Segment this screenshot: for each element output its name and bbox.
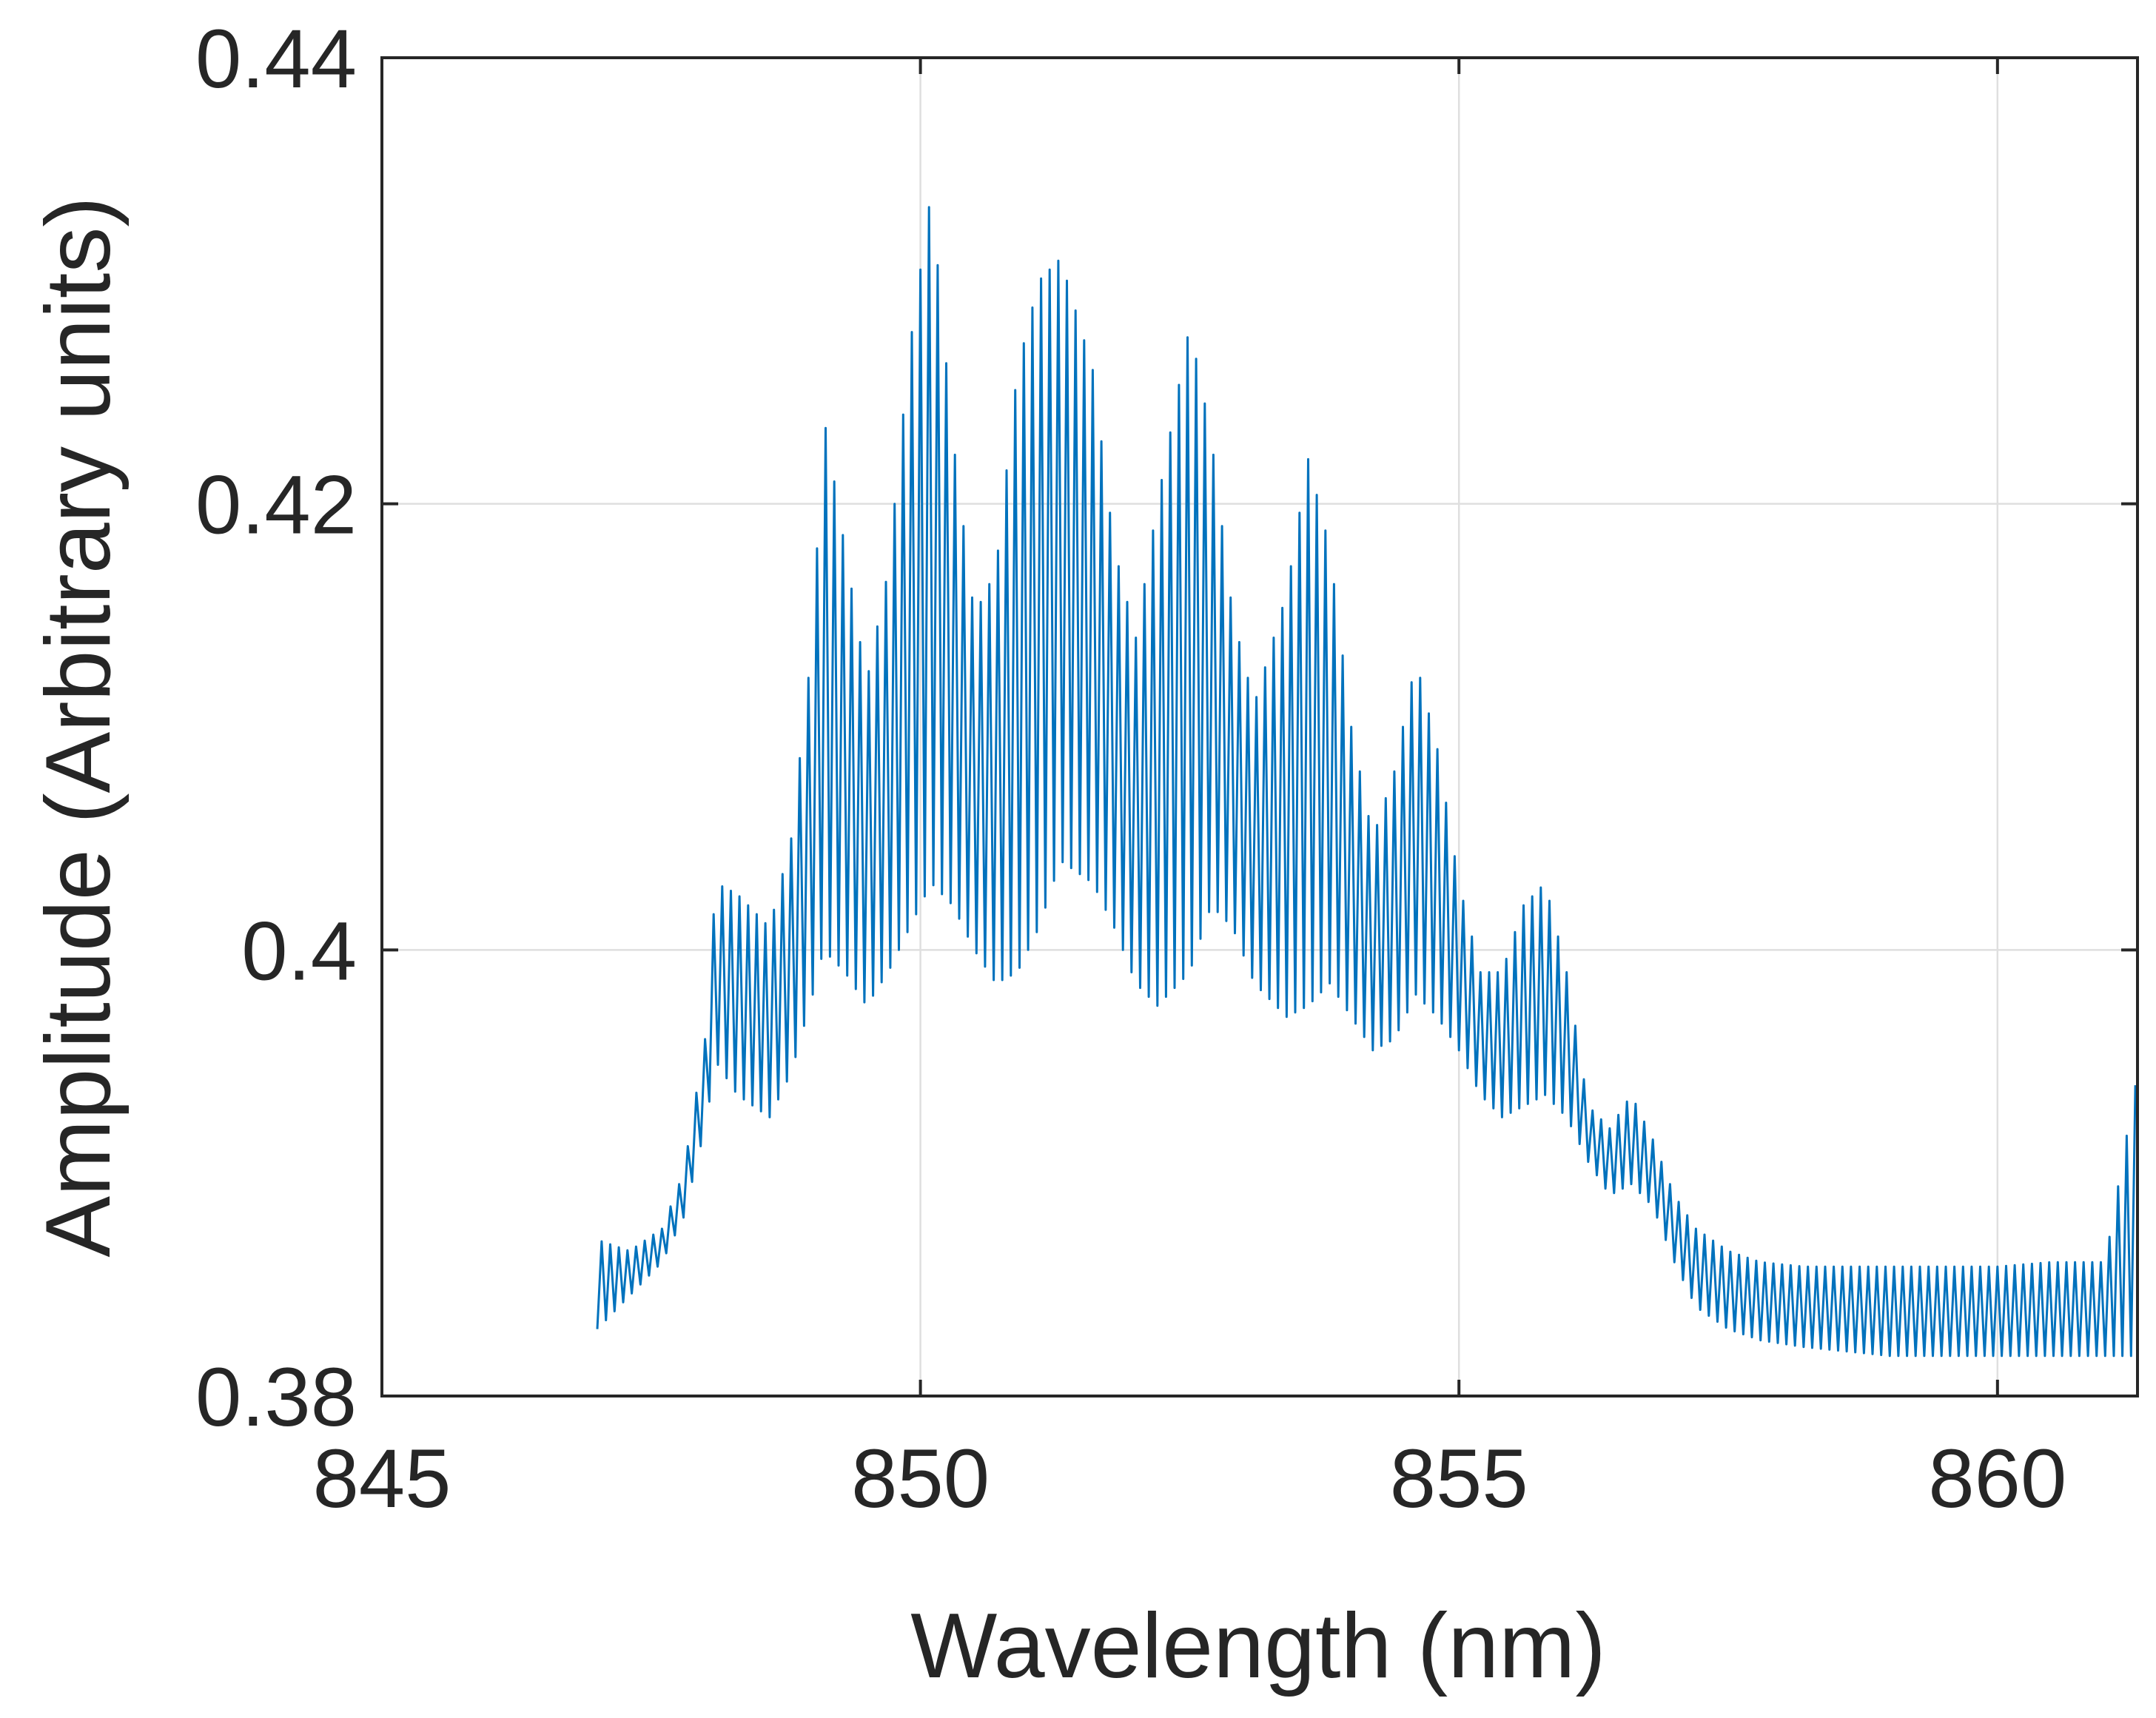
x-tick-label: 860 — [1928, 1432, 2066, 1525]
x-tick-label: 845 — [313, 1432, 451, 1525]
y-ticks: 0.38 0.4 0.42 0.44 — [195, 13, 2137, 1443]
x-ticks: 845 850 855 860 — [313, 58, 2066, 1525]
x-tick-label: 855 — [1390, 1432, 1528, 1525]
x-axis-label: Wavelength (nm) — [910, 1595, 1606, 1697]
y-tick-label: 0.4 — [241, 905, 357, 997]
y-tick-label: 0.38 — [195, 1351, 357, 1443]
spectrum-line — [596, 206, 2137, 1358]
x-tick-label: 850 — [851, 1432, 990, 1525]
axes-box — [380, 56, 2139, 1397]
y-axis-label: Amplitude (Arbitrary units) — [27, 196, 130, 1257]
plot-series — [596, 206, 2137, 1358]
y-tick-label: 0.42 — [195, 459, 357, 551]
y-tick-label: 0.44 — [195, 13, 357, 105]
